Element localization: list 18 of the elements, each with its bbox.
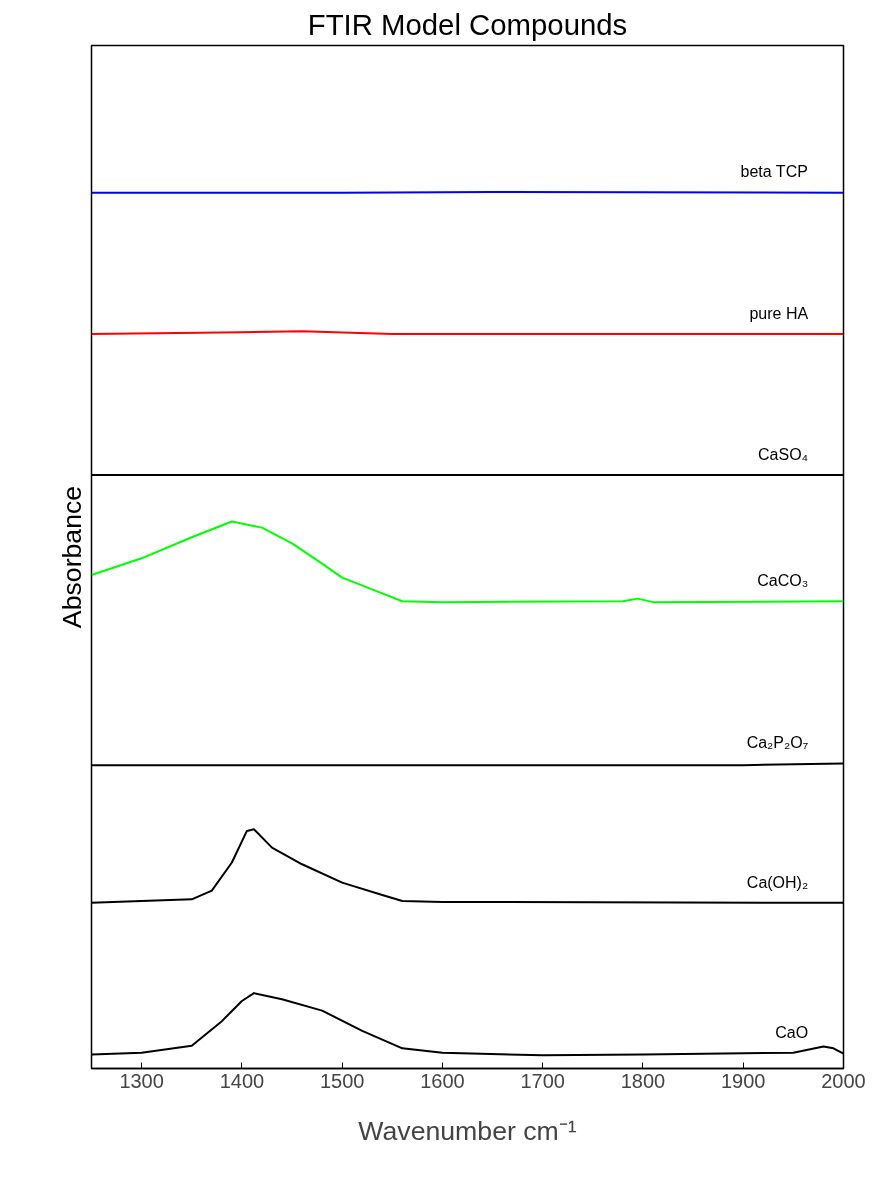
chart-title: FTIR Model Compounds (307, 7, 628, 41)
series-label: Ca(OH)₂ (746, 873, 809, 891)
series-label: Ca₂P₂O₇ (746, 734, 809, 752)
series-label: CaCO₃ (757, 571, 809, 589)
series-label: beta TCP (740, 163, 808, 181)
x-tick-label: 2000 (821, 1069, 866, 1092)
x-tick-label: 1600 (420, 1069, 465, 1092)
series-label: CaSO₄ (758, 445, 809, 463)
x-tick-label: 1300 (119, 1069, 164, 1092)
y-axis-title: Absorbance (56, 485, 87, 629)
series-label: pure HA (749, 304, 809, 322)
x-tick-label: 1900 (720, 1069, 766, 1092)
series-label: CaO (775, 1024, 809, 1042)
x-tick-label: 1800 (620, 1069, 666, 1092)
x-tick-label: 1700 (520, 1069, 565, 1092)
x-axis-title: Wavenumber cm⁻¹ (358, 1115, 577, 1146)
x-tick-label: 1500 (319, 1069, 365, 1092)
x-tick-label: 1400 (219, 1069, 265, 1092)
